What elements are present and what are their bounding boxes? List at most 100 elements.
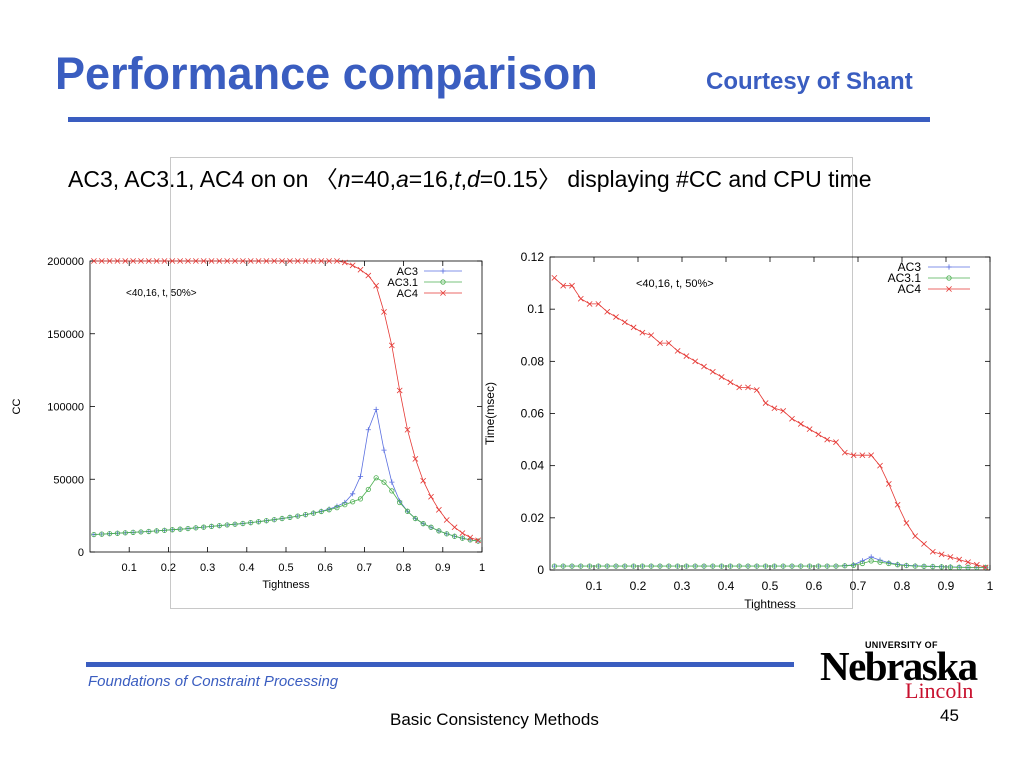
- data-point: [193, 525, 199, 531]
- data-point: [388, 342, 395, 349]
- x-axis-label: Tightness: [262, 579, 310, 591]
- data-point: [674, 348, 681, 354]
- legend-label: AC3: [397, 266, 418, 278]
- data-point: [718, 563, 725, 569]
- data-point: [894, 562, 901, 568]
- data-point: [921, 541, 927, 547]
- data-point: [718, 374, 725, 380]
- x-tick-label: 0.6: [806, 579, 823, 593]
- data-point: [342, 502, 348, 508]
- data-point: [326, 258, 333, 264]
- data-point: [310, 258, 317, 264]
- x-tick-label: 0.4: [718, 579, 735, 593]
- data-point: [569, 282, 575, 289]
- data-point: [263, 518, 269, 524]
- footer-course-title: Foundations of Constraint Processing: [88, 673, 339, 690]
- data-point: [929, 548, 936, 555]
- data-point: [255, 519, 262, 525]
- data-point: [279, 258, 285, 264]
- data-point: [595, 563, 602, 569]
- data-point: [956, 564, 962, 570]
- data-point: [334, 505, 340, 511]
- x-axis-label: Tightness: [744, 597, 796, 611]
- data-point: [648, 563, 654, 569]
- x-tick-label: 0.7: [850, 579, 867, 593]
- data-point: [560, 563, 566, 569]
- data-point: [192, 258, 199, 264]
- data-point: [877, 559, 883, 565]
- data-point: [815, 563, 822, 569]
- data-point: [859, 560, 866, 567]
- data-point: [357, 473, 364, 479]
- data-point: [98, 258, 105, 264]
- data-point: [263, 258, 270, 264]
- x-tick-label: 0.4: [239, 562, 254, 574]
- data-point: [440, 279, 446, 285]
- data-point: [921, 563, 927, 569]
- data-point: [657, 563, 663, 569]
- y-tick-label: 0: [537, 563, 544, 577]
- data-point: [381, 309, 387, 315]
- data-point: [613, 314, 619, 320]
- footer-section-title: Basic Consistency Methods: [390, 710, 599, 729]
- data-point: [586, 563, 593, 569]
- data-point: [824, 563, 830, 569]
- data-point: [373, 406, 379, 413]
- data-point: [754, 563, 760, 569]
- data-point: [903, 520, 910, 526]
- subtitle-part: =16,: [408, 166, 455, 192]
- data-point: [912, 563, 918, 569]
- data-point: [106, 258, 113, 264]
- data-point: [666, 563, 672, 569]
- chart-annotation: <40,16, t, 50%>: [636, 278, 714, 290]
- data-point: [295, 513, 301, 519]
- data-point: [621, 319, 628, 326]
- data-point: [287, 258, 293, 264]
- data-point: [224, 522, 230, 528]
- title-divider: [68, 117, 930, 122]
- x-tick-label: 0.2: [161, 562, 176, 574]
- x-tick-label: 0.9: [938, 579, 955, 593]
- data-point: [318, 508, 324, 515]
- data-point: [373, 475, 379, 481]
- data-point: [947, 554, 954, 560]
- data-point: [683, 563, 690, 569]
- data-point: [318, 258, 325, 264]
- data-point: [868, 452, 875, 459]
- data-point: [657, 340, 663, 346]
- data-point: [797, 421, 804, 427]
- data-point: [145, 258, 152, 264]
- data-point: [247, 258, 254, 264]
- data-point: [412, 455, 419, 462]
- subtitle-part: AC3, AC3.1, AC4 on on 〈: [68, 166, 338, 192]
- data-point: [357, 496, 364, 502]
- data-point: [771, 405, 778, 412]
- data-point: [232, 258, 238, 264]
- data-point: [310, 510, 317, 516]
- data-point: [91, 258, 97, 264]
- data-point: [302, 258, 309, 264]
- data-point: [232, 521, 238, 527]
- data-point: [224, 258, 231, 264]
- data-point: [459, 535, 465, 541]
- data-point: [639, 563, 646, 569]
- data-point: [604, 563, 610, 569]
- data-point: [639, 329, 646, 336]
- subtitle-part: a: [395, 166, 409, 192]
- data-point: [842, 563, 848, 569]
- data-point: [806, 426, 813, 433]
- data-point: [404, 426, 411, 433]
- data-point: [294, 258, 301, 264]
- data-point: [946, 286, 952, 292]
- data-point: [216, 258, 223, 264]
- data-point: [381, 479, 387, 485]
- logo-lincoln-text: Lincoln: [905, 678, 974, 703]
- data-point: [302, 512, 309, 518]
- data-point: [287, 514, 293, 520]
- series-line-ac3-1: [554, 560, 986, 568]
- logo-university-text: UNIVERSITY OF: [865, 640, 938, 650]
- data-point: [440, 268, 446, 274]
- series-line-ac4: [93, 260, 479, 541]
